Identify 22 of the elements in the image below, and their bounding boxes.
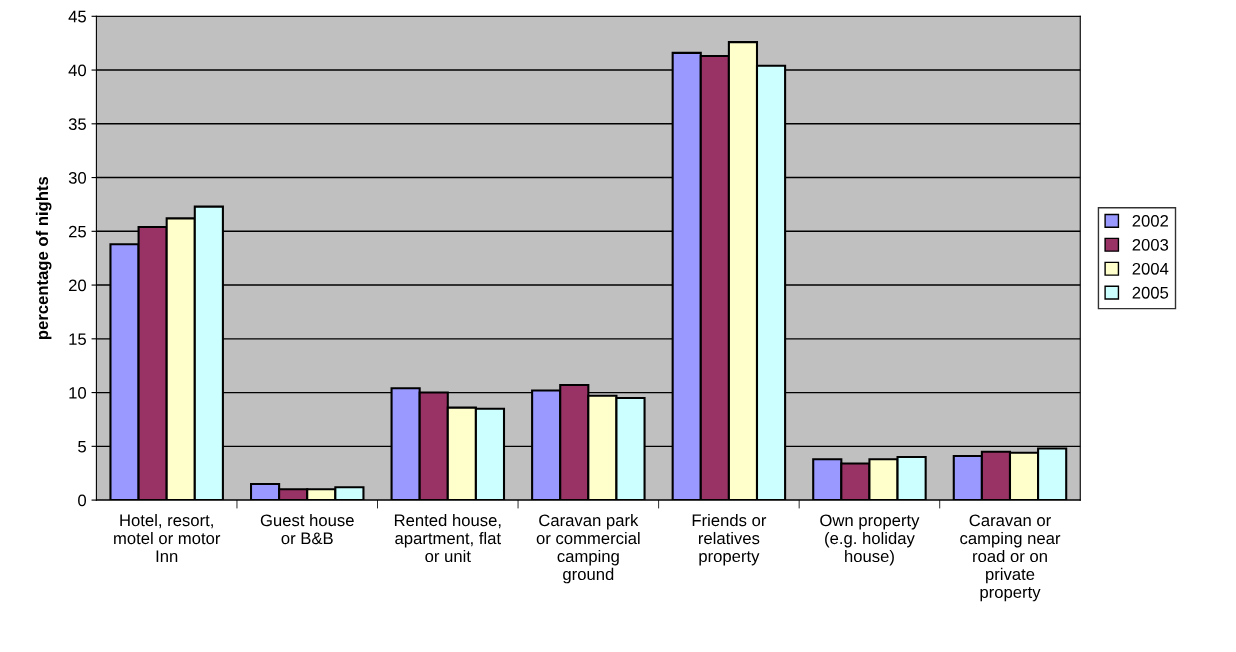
y-axis-title: percentage of nights — [35, 176, 52, 340]
x-tick-label: Hotel, resort, motel or motor Inn — [114, 513, 221, 562]
x-tick-label: Caravan or camping near road or on private property — [960, 514, 1061, 602]
legend-label: 2004 — [1132, 262, 1169, 275]
y-tick-label: 45 — [68, 10, 86, 23]
y-tick-label: 10 — [69, 386, 87, 399]
y-tick-label: 40 — [68, 64, 87, 77]
legend-label: 2002 — [1132, 214, 1169, 227]
y-tick-label: 35 — [68, 118, 86, 131]
y-tick-label: 0 — [78, 494, 87, 507]
y-tick-label: 15 — [69, 333, 86, 346]
x-tick-label: Own property (e.g. holiday house) — [820, 514, 920, 566]
x-tick-label: Guest house or B&B — [260, 513, 354, 545]
y-tick-label: 30 — [68, 171, 87, 184]
x-tick-label: Caravan park or commercial camping ground — [536, 513, 640, 584]
legend-label: 2003 — [1132, 238, 1169, 251]
y-tick-label: 5 — [78, 440, 86, 453]
y-tick-label: 20 — [68, 279, 87, 292]
x-tick-label: Rented house, apartment, flat or unit — [394, 513, 501, 563]
x-tick-label: Friends or relatives property — [692, 513, 767, 566]
legend-label: 2005 — [1132, 286, 1169, 299]
y-tick-label: 25 — [68, 225, 86, 238]
